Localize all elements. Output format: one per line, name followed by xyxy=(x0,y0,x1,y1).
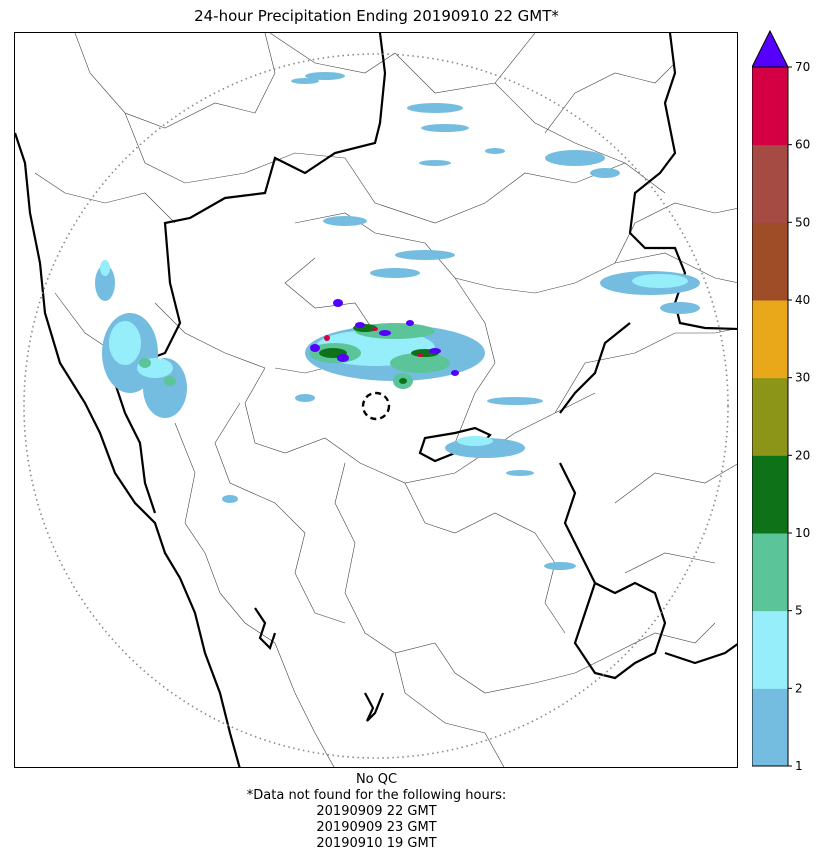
precipitation-echoes xyxy=(95,72,700,570)
missing-data-note: *Data not found for the following hours: xyxy=(246,788,507,803)
colorbar-tick-label: 20 xyxy=(795,448,810,462)
precipitation-colorbar: 1 2 5 10 20 30 40 50 60 70 xyxy=(752,29,810,773)
colorbar-tick-label: 5 xyxy=(795,604,803,618)
colorbar-tick-label: 50 xyxy=(795,215,810,229)
colorbar-bin xyxy=(752,222,788,301)
missing-hour: 20190909 22 GMT xyxy=(316,804,437,819)
colorbar-bin xyxy=(752,377,788,456)
map-canvas xyxy=(15,33,737,767)
colorbar-bin xyxy=(752,533,788,612)
colorbar-bin xyxy=(752,144,788,223)
colorbar-bin xyxy=(752,300,788,379)
colorbar-bin xyxy=(752,688,788,767)
missing-hour: 20190910 19 GMT xyxy=(316,836,437,851)
chart-title: 24-hour Precipitation Ending 20190910 22… xyxy=(194,7,559,25)
radar-site-marker xyxy=(361,391,391,421)
qc-note: No QC xyxy=(355,772,398,787)
colorbar-tick-label: 60 xyxy=(795,138,810,152)
colorbar-tick-label: 10 xyxy=(795,526,810,540)
district-boundaries xyxy=(34,33,737,767)
state-boundaries xyxy=(15,33,737,767)
colorbar-bin xyxy=(752,67,788,146)
missing-hour: 20190909 23 GMT xyxy=(316,820,437,835)
colorbar-bin xyxy=(752,610,788,689)
colorbar-bin xyxy=(752,455,788,534)
colorbar-tick-label: 30 xyxy=(795,371,810,385)
colorbar-tick-label: 40 xyxy=(795,293,810,307)
colorbar-extend-triangle xyxy=(752,29,789,68)
colorbar-tick-label: 1 xyxy=(795,759,803,773)
radar-range-ring xyxy=(23,53,729,759)
colorbar-tick-label: 70 xyxy=(795,60,810,74)
colorbar-tick-label: 2 xyxy=(795,681,803,695)
radar-map xyxy=(14,32,738,768)
data-notes: No QC *Data not found for the following … xyxy=(14,772,739,852)
